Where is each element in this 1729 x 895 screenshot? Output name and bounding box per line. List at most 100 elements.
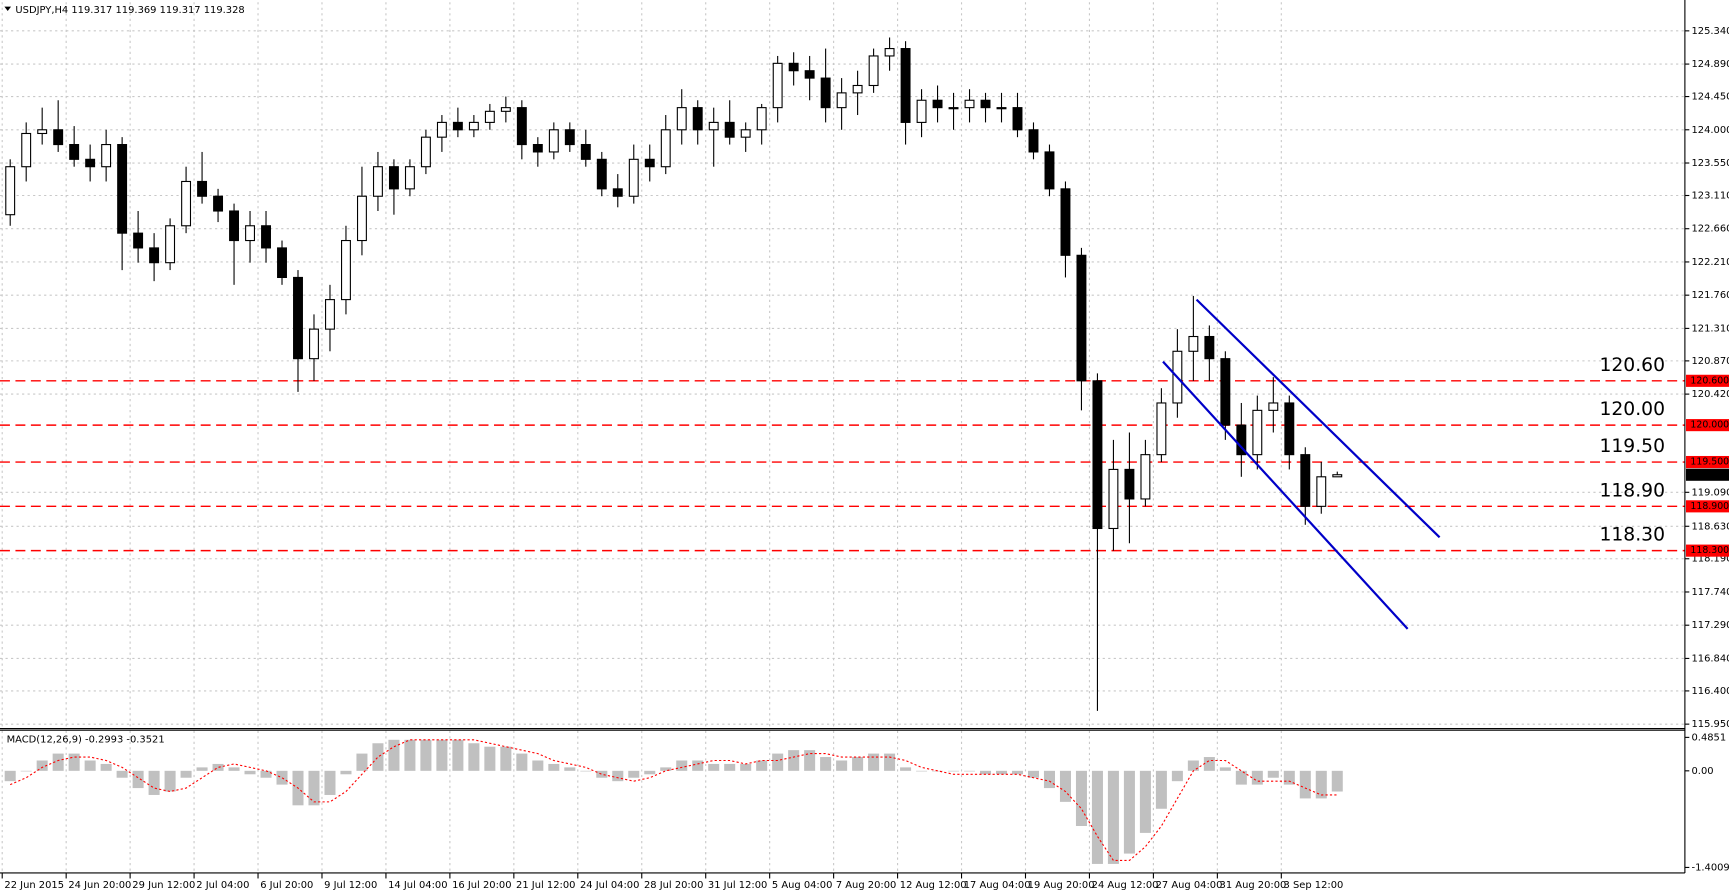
candle-body: [341, 239, 351, 301]
macd-bar: [100, 763, 112, 771]
candle-body: [372, 166, 383, 197]
x-tick-label: 31 Jul 12:00: [708, 880, 767, 891]
macd-bar: [1219, 767, 1231, 771]
candle-body: [1316, 476, 1327, 507]
candle-body: [181, 180, 192, 227]
y-tick-label: 120.870: [1692, 356, 1729, 367]
macd-bar: [68, 753, 80, 771]
indicator-title: MACD(12,26,9) -0.2993 -0.3521: [7, 735, 165, 746]
macd-bar: [180, 770, 192, 778]
macd-bar: [1315, 770, 1327, 799]
candle-body: [772, 62, 783, 109]
candle-body: [356, 195, 367, 242]
x-tick-label: 6 Jul 20:00: [260, 880, 313, 891]
candle-body: [1028, 129, 1039, 153]
x-tick-label: 24 Jul 04:00: [580, 880, 639, 891]
macd-bar: [388, 739, 400, 771]
level-axis-box: [1685, 374, 1729, 387]
macd-bar: [164, 770, 176, 792]
candle-body: [213, 195, 224, 212]
y-tick-label: 121.760: [1692, 290, 1729, 301]
candle-body: [836, 92, 847, 109]
level-axis-label: 120.600: [1690, 375, 1729, 386]
x-tick-label: 2 Jul 04:00: [196, 880, 249, 891]
level-label: 120.00: [1599, 399, 1665, 420]
macd-bar: [1075, 770, 1087, 826]
candle-body: [436, 121, 447, 138]
y-tick-label: 124.890: [1692, 59, 1729, 70]
macd-bar: [1171, 770, 1183, 782]
candle-body: [5, 166, 16, 216]
macd-bar: [836, 760, 848, 771]
candle-body: [1060, 188, 1071, 256]
macd-bar: [756, 760, 768, 771]
macd-bar: [644, 770, 656, 775]
y-tick-label: 115.950: [1692, 719, 1729, 730]
candle-body: [1188, 335, 1199, 352]
macd-bar: [356, 753, 368, 771]
macd-bar: [628, 770, 640, 778]
candle-body: [388, 166, 399, 190]
y-tick-label: 124.000: [1692, 125, 1729, 136]
macd-bar: [1235, 770, 1247, 785]
macd-bar: [868, 753, 880, 771]
macd-bar: [468, 743, 480, 771]
y-tick-label: 124.450: [1692, 92, 1729, 103]
macd-bar: [276, 770, 288, 785]
x-tick-label: 17 Aug 04:00: [964, 880, 1031, 891]
macd-bar: [1331, 770, 1343, 792]
candle-body: [1092, 380, 1103, 530]
macd-bar: [260, 770, 272, 778]
trendline: [1162, 360, 1409, 630]
candle-body: [532, 144, 543, 153]
macd-bar: [516, 753, 528, 771]
signal-line: [9, 739, 1338, 862]
candle-body: [868, 55, 879, 87]
candle-body: [85, 158, 96, 168]
macd-bar: [148, 770, 160, 795]
level-label: 120.60: [1599, 355, 1665, 376]
y-tick-label: 116.840: [1692, 653, 1729, 664]
level-label: 118.30: [1599, 525, 1665, 546]
candle-body: [932, 99, 943, 109]
candle-body: [756, 107, 767, 131]
macd-bar: [36, 760, 48, 771]
candle-body: [980, 99, 991, 109]
candle-body: [900, 48, 911, 123]
x-tick-label: 24 Aug 12:00: [1092, 880, 1159, 891]
marks-layer: [0, 37, 1685, 864]
candle-body: [788, 62, 799, 72]
menu-arrow[interactable]: [4, 6, 12, 12]
candle-body: [996, 107, 1007, 110]
macd-bar: [740, 763, 752, 771]
candle-body: [516, 107, 527, 146]
chart-title: USDJPY,H4 119.317 119.369 119.317 119.32…: [15, 5, 244, 16]
candle-body: [309, 328, 319, 360]
macd-bar: [708, 763, 720, 771]
macd-bar: [212, 763, 224, 771]
candle-body: [69, 144, 80, 160]
candle-body: [1124, 468, 1135, 500]
macd-bar: [772, 753, 784, 771]
macd-bar: [916, 770, 928, 772]
candle-body: [1252, 409, 1263, 456]
macd-bar: [228, 767, 240, 771]
candle-body: [692, 107, 703, 131]
candle-body: [660, 129, 671, 168]
macd-bar: [84, 760, 96, 771]
x-tick-label: 21 Jul 12:00: [516, 880, 575, 891]
level-label: 118.90: [1599, 480, 1665, 501]
x-tick-label: 29 Jun 12:00: [132, 880, 195, 891]
candle-body: [277, 247, 287, 279]
macd-bar: [596, 770, 608, 778]
candle-body: [596, 158, 607, 190]
y-tick-label: 125.340: [1692, 26, 1729, 37]
macd-bar: [52, 753, 64, 771]
macd-bar: [548, 763, 560, 771]
y-tick-label: 123.550: [1692, 158, 1729, 169]
x-tick-label: 14 Jul 04:00: [388, 880, 447, 891]
level-axis-label: 120.000: [1690, 420, 1729, 431]
macd-bar: [4, 770, 16, 782]
